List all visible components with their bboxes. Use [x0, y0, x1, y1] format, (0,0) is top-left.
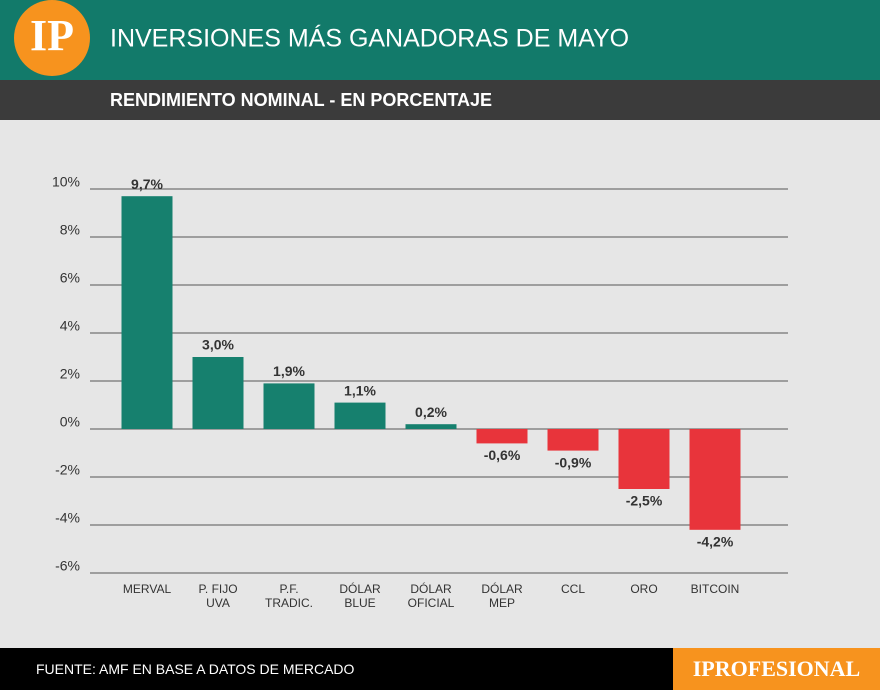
x-tick-label: DÓLAR OFICIAL — [407, 582, 455, 610]
bar — [334, 402, 386, 429]
bar — [476, 429, 528, 444]
subtitle-band — [0, 80, 880, 120]
x-tick-label: P. FIJO UVA — [198, 582, 238, 610]
x-tick-label: ORO — [630, 582, 658, 596]
y-tick-label: 2% — [60, 366, 80, 382]
bar — [121, 196, 173, 429]
value-label: 1,9% — [273, 363, 305, 379]
y-tick-label: 0% — [60, 414, 80, 430]
bar — [405, 424, 457, 429]
x-tick-label: P.F. TRADIC. — [265, 582, 313, 610]
bar — [547, 429, 599, 451]
value-label: -2,5% — [626, 493, 663, 509]
x-tick-label: CCL — [560, 582, 585, 596]
footer: FUENTE: AMF EN BASE A DATOS DE MERCADO I… — [0, 648, 880, 690]
x-tick-label: DÓLAR BLUE — [339, 582, 381, 610]
y-tick-label: 4% — [60, 318, 80, 334]
value-label: 1,1% — [344, 382, 376, 398]
value-label: 0,2% — [415, 404, 447, 420]
chart: IP INVERSIONES MÁS GANADORAS DE MAYO REN… — [0, 0, 880, 574]
header-band — [0, 0, 880, 80]
bar — [192, 357, 244, 429]
y-tick-label: 10% — [52, 174, 80, 190]
logo-text: IP — [30, 11, 74, 60]
y-tick-label: 6% — [60, 270, 80, 286]
value-label: -0,9% — [555, 454, 592, 470]
value-label: -0,6% — [484, 447, 521, 463]
chart-title: INVERSIONES MÁS GANADORAS DE MAYO — [110, 24, 629, 53]
y-tick-label: -2% — [55, 462, 80, 478]
source: FUENTE: AMF EN BASE A DATOS DE MERCADO — [36, 661, 355, 677]
bar — [263, 383, 315, 429]
value-label: 9,7% — [131, 176, 163, 192]
value-label: -4,2% — [697, 534, 734, 550]
value-label: 3,0% — [202, 337, 234, 353]
brand: IPROFESIONAL — [673, 648, 880, 690]
y-tick-label: -6% — [55, 558, 80, 574]
x-tick-label: DÓLAR MEP — [481, 582, 523, 610]
chart-subtitle: RENDIMIENTO NOMINAL - EN PORCENTAJE — [110, 90, 492, 110]
x-tick-label: MERVAL — [122, 582, 172, 596]
logo — [14, 0, 90, 76]
bar — [689, 429, 741, 530]
y-tick-label: -4% — [55, 510, 80, 526]
x-tick-label: BITCOIN — [690, 582, 740, 596]
bar — [618, 429, 670, 489]
y-tick-label: 8% — [60, 222, 80, 238]
